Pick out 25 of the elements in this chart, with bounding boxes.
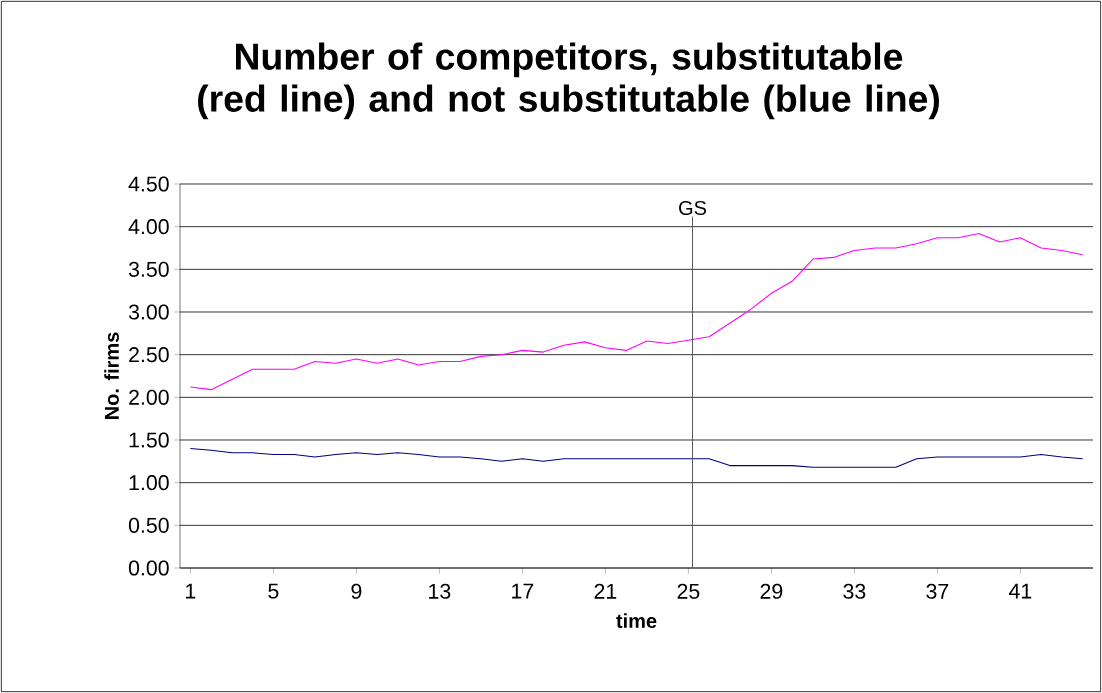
x-tick-label: 5 bbox=[268, 583, 279, 599]
x-tick-label: 41 bbox=[1009, 583, 1032, 599]
y-tick-label: 4.00 bbox=[128, 219, 169, 235]
y-tick-label: 3.50 bbox=[128, 261, 169, 277]
ref-line-label: GS bbox=[679, 200, 707, 216]
y-tick-label: 4.50 bbox=[128, 176, 169, 192]
y-axis-title: No. firms bbox=[104, 332, 119, 419]
y-tick-label: 0.00 bbox=[128, 560, 169, 576]
y-tick-label: 2.50 bbox=[129, 347, 169, 363]
y-tick-label: 3.00 bbox=[128, 304, 169, 320]
x-axis-title: time bbox=[616, 613, 657, 629]
x-tick-label: 33 bbox=[843, 583, 866, 599]
y-tick-label: 2.00 bbox=[129, 389, 169, 405]
x-tick-label: 17 bbox=[512, 583, 534, 599]
x-tick-label: 1 bbox=[186, 583, 196, 599]
x-tick-label: 13 bbox=[429, 583, 451, 599]
x-tick-label: 25 bbox=[677, 583, 700, 599]
y-tick-label: 0.50 bbox=[128, 517, 169, 533]
y-tick-label: 1.00 bbox=[129, 475, 169, 491]
chart-title: Number of competitors, substitutable (red line) and not substitutable (blue line) bbox=[198, 42, 939, 120]
x-tick-label: 29 bbox=[760, 583, 783, 599]
x-tick-label: 9 bbox=[351, 583, 362, 599]
x-tick-label: 37 bbox=[926, 583, 949, 599]
x-tick-label: 21 bbox=[594, 583, 617, 599]
y-tick-label: 1.50 bbox=[129, 432, 169, 448]
